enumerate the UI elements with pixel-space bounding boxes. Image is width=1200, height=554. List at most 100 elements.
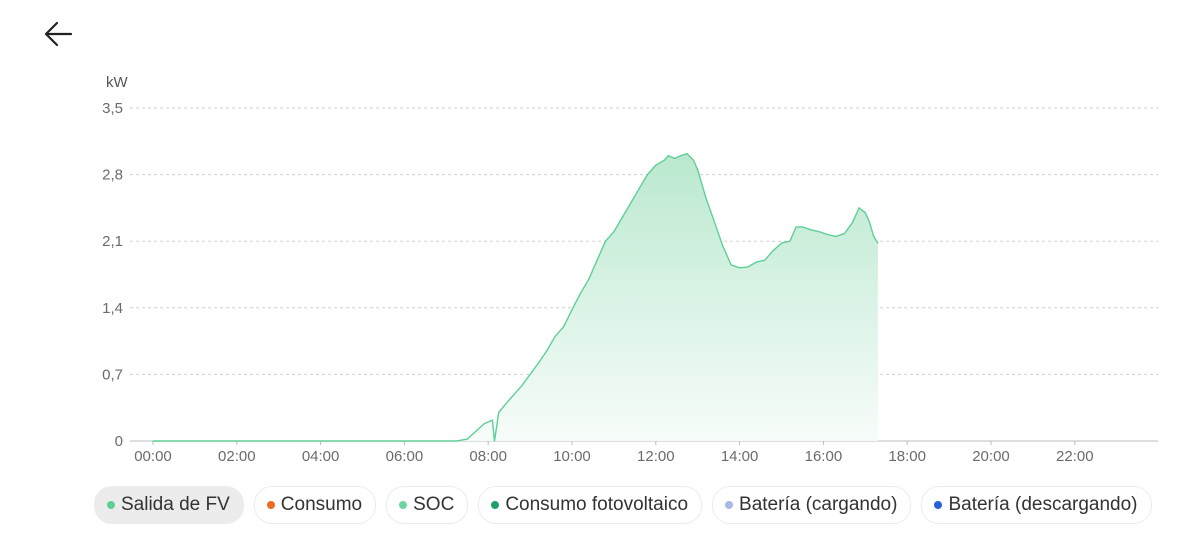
data-point <box>483 423 485 425</box>
legend-item[interactable]: Batería (cargando) <box>712 486 912 524</box>
legend-dot-icon <box>725 501 734 509</box>
data-point <box>764 259 766 261</box>
series-area-fill <box>153 153 878 441</box>
legend-item[interactable]: Consumo <box>253 486 377 524</box>
data-point <box>638 188 640 190</box>
back-button[interactable] <box>36 18 80 54</box>
data-point <box>852 221 854 223</box>
data-point <box>646 174 649 176</box>
data-point <box>537 362 540 364</box>
data-point <box>730 264 732 266</box>
legend-dot-icon <box>934 501 943 509</box>
legend-dot-icon <box>107 501 115 509</box>
power-chart: kW 0 0,7 1,4 2,1 2,8 3,5 00:00 02:00 04:00 06:00… <box>102 74 1158 465</box>
data-point <box>686 153 688 155</box>
data-point <box>810 229 812 231</box>
data-point <box>674 157 676 160</box>
data-point <box>571 309 573 311</box>
x-tick-label: 00:00 <box>134 448 172 465</box>
data-point <box>579 292 581 295</box>
legend-label: Salida de FV <box>121 494 230 515</box>
data-point <box>747 266 749 268</box>
data-point <box>475 430 477 433</box>
y-tick-label: 3,5 <box>102 100 123 117</box>
chart-canvas: kW 0 0,7 1,4 2,1 2,8 3,5 00:00 02:00 04:00 06:00… <box>102 74 1158 465</box>
y-unit-label: kW <box>106 74 129 91</box>
series-line <box>153 153 879 442</box>
data-point <box>621 216 623 219</box>
data-point <box>554 335 556 337</box>
data-point <box>630 202 632 204</box>
legend-label: Batería (cargando) <box>739 494 898 515</box>
x-tick-label: 02:00 <box>218 448 256 465</box>
data-point <box>546 350 548 352</box>
data-point <box>604 240 607 242</box>
data-point <box>521 385 523 387</box>
data-point <box>529 373 531 375</box>
data-point <box>512 394 514 396</box>
x-tick-label: 10:00 <box>553 448 591 465</box>
data-point <box>493 440 496 442</box>
x-tick-label: 20:00 <box>972 448 1010 465</box>
data-point <box>713 221 716 223</box>
y-tick-label: 0,7 <box>102 366 123 383</box>
x-tick-label: 04:00 <box>302 448 340 465</box>
data-point <box>877 242 879 244</box>
data-point <box>504 404 506 406</box>
data-point <box>663 159 665 161</box>
data-point <box>843 232 845 235</box>
data-point <box>873 235 875 238</box>
data-point <box>680 154 682 157</box>
data-point <box>858 207 860 209</box>
data-point <box>826 233 829 236</box>
data-point <box>705 197 707 199</box>
data-point <box>667 154 669 157</box>
data-point <box>755 261 757 263</box>
legend-item[interactable]: SOC <box>386 486 469 524</box>
x-tick-label: 18:00 <box>888 448 926 465</box>
x-tick-label: 14:00 <box>721 448 759 465</box>
data-point <box>789 240 791 242</box>
data-point <box>780 242 783 244</box>
chart-legend: Salida de FV Consumo SOC Consumo fotovoltai… <box>94 486 1152 524</box>
legend-dot-icon <box>266 501 275 509</box>
x-tick-label: 08:00 <box>469 448 507 465</box>
data-point <box>722 245 724 247</box>
legend-item[interactable]: Consumo fotovoltaico <box>478 486 703 524</box>
data-point <box>835 235 837 238</box>
y-tick-label: 1,4 <box>102 300 123 317</box>
x-tick-label: 06:00 <box>386 448 424 465</box>
data-point <box>772 250 774 252</box>
x-tick-label: 22:00 <box>1056 448 1094 465</box>
y-tick-label: 0 <box>115 433 123 450</box>
data-point <box>692 159 695 161</box>
legend-item[interactable]: Batería (descargando) <box>921 486 1152 524</box>
data-point <box>596 259 598 261</box>
legend-label: Batería (descargando) <box>948 494 1138 515</box>
legend-dot-icon <box>491 501 500 509</box>
data-point <box>152 440 154 442</box>
data-point <box>588 278 590 280</box>
data-point <box>795 226 797 228</box>
data-point <box>655 164 657 166</box>
y-tick-label: 2,1 <box>102 233 123 250</box>
data-point <box>864 212 866 214</box>
data-point <box>613 231 615 233</box>
data-point <box>818 231 820 233</box>
legend-label: Consumo <box>280 494 363 515</box>
data-point <box>491 419 493 421</box>
legend-dot-icon <box>399 501 408 509</box>
y-tick-label: 2,8 <box>102 167 123 184</box>
data-point <box>498 411 500 414</box>
x-tick-label: 12:00 <box>637 448 675 465</box>
data-point <box>697 169 699 171</box>
legend-label: SOC <box>413 494 455 515</box>
data-point <box>466 438 468 440</box>
arrow-left-icon <box>43 20 73 53</box>
data-point <box>739 267 741 269</box>
legend-item[interactable]: Salida de FV <box>94 486 244 524</box>
data-point <box>563 326 565 328</box>
data-point <box>868 221 871 223</box>
data-point <box>801 226 804 228</box>
legend-label: Consumo fotovoltaico <box>505 494 689 515</box>
